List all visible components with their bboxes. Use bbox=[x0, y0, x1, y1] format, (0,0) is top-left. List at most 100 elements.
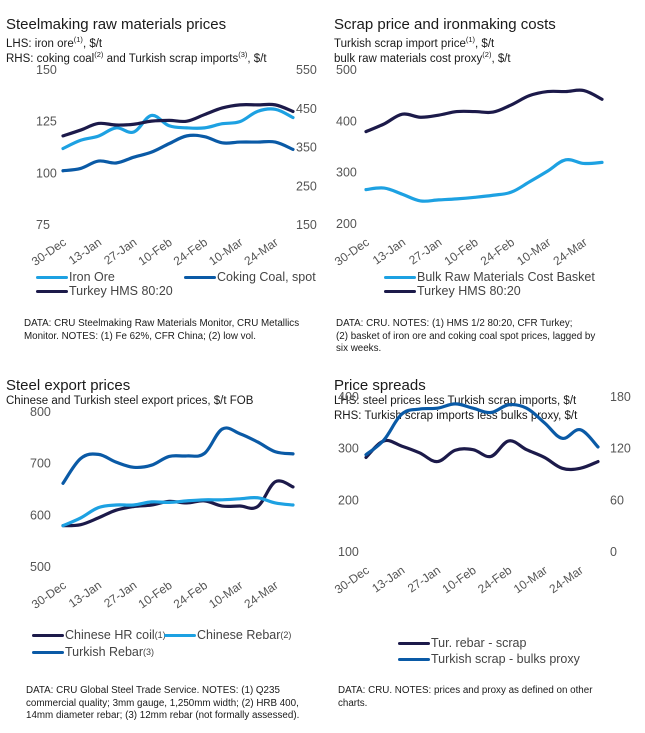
series-line-chinese-rebar bbox=[61, 495, 295, 528]
y-right-tick-label: 60 bbox=[610, 493, 624, 507]
chart-title: Steel export prices bbox=[6, 377, 131, 394]
legend-item-coking-coal: Coking Coal, spot bbox=[184, 270, 316, 284]
legend-swatch bbox=[32, 650, 64, 654]
x-tick-label: 13-Jan bbox=[369, 563, 407, 596]
footnote-marker: (1) bbox=[465, 35, 476, 44]
series-line-turkey-hms-80-20 bbox=[61, 102, 295, 138]
x-tick-label: 24-Mar bbox=[551, 235, 590, 268]
legend-label: Turkish scrap - bulks proxy bbox=[431, 652, 580, 666]
y-left-tick-label: 150 bbox=[36, 63, 57, 77]
y-left-tick-label: 300 bbox=[338, 442, 359, 456]
x-tick-label: 24-Feb bbox=[171, 235, 210, 268]
legend-item-iron-ore: Iron Ore bbox=[36, 270, 115, 284]
legend-label: Coking Coal, spot bbox=[217, 270, 316, 284]
x-tick-label: 27-Jan bbox=[405, 563, 443, 596]
legend-swatch bbox=[36, 289, 68, 293]
panel-scrap-ironmaking: Scrap price and ironmaking costs Turkish… bbox=[330, 0, 645, 366]
legend-item-turkish-rebar: Turkish Rebar (3) bbox=[32, 645, 154, 659]
chart-subtitle-2: bulk raw materials cost proxy(2), $/t bbox=[334, 50, 511, 65]
panel-price-spreads: Price spreads LHS: steel prices less Tur… bbox=[330, 367, 645, 733]
y-left-tick-label: 500 bbox=[336, 63, 357, 77]
legend-swatch bbox=[36, 275, 68, 279]
chart-title: Price spreads bbox=[334, 377, 426, 394]
x-tick-label: 10-Mar bbox=[206, 235, 245, 268]
source-note: DATA: CRU Global Steel Trade Service. NO… bbox=[26, 685, 300, 721]
x-tick-label: 24-Feb bbox=[171, 578, 210, 611]
legend-footnote: (2) bbox=[280, 630, 292, 640]
footnote-marker: (1) bbox=[73, 35, 83, 44]
chart-subtitle-2: RHS: coking coal(2) and Turkish scrap im… bbox=[6, 50, 267, 65]
legend-swatch bbox=[384, 289, 416, 293]
y-left-tick-label: 100 bbox=[338, 545, 359, 559]
y-left-tick-label: 200 bbox=[338, 493, 359, 507]
x-tick-label: 10-Mar bbox=[514, 235, 553, 268]
chart-subtitle-1: LHS: iron ore(1), $/t bbox=[6, 35, 103, 50]
legend-label: Turkish Rebar bbox=[65, 645, 144, 659]
x-tick-label: 27-Jan bbox=[101, 578, 139, 611]
x-tick-label: 10-Mar bbox=[206, 578, 245, 611]
chart-subtitle-2: RHS: Turkish scrap imports less bulks pr… bbox=[334, 410, 578, 422]
y-left-tick-label: 100 bbox=[36, 166, 57, 180]
x-tick-label: 13-Jan bbox=[66, 578, 104, 611]
legend-label: Turkey HMS 80:20 bbox=[69, 284, 173, 298]
source-note: DATA: CRU. NOTES: prices and proxy as de… bbox=[338, 685, 593, 709]
chart-title: Scrap price and ironmaking costs bbox=[334, 16, 556, 33]
y-right-tick-label: 150 bbox=[296, 218, 317, 232]
x-tick-label: 24-Feb bbox=[475, 563, 514, 596]
legend-item-turkey-hms: Turkey HMS 80:20 bbox=[36, 284, 173, 298]
source-note: DATA: CRU. NOTES: (1) HMS 1/2 80:20, CFR… bbox=[336, 318, 596, 354]
panel-steel-export: Steel export prices Chinese and Turkish … bbox=[0, 367, 322, 733]
legend-label: Iron Ore bbox=[69, 270, 115, 284]
chart-steel-export: 500 600 700 800 30-Dec13-Jan27-Jan10-Feb24-F… bbox=[29, 405, 295, 612]
y-right-tick-label: 450 bbox=[296, 102, 317, 116]
legend-swatch bbox=[32, 633, 64, 637]
legend-footnote: (3) bbox=[143, 647, 155, 657]
x-tick-label: 24-Mar bbox=[242, 578, 281, 611]
y-left-tick-label: 400 bbox=[338, 390, 359, 404]
x-tick-label: 30-Dec bbox=[332, 563, 372, 597]
series-line-bulk-raw-materials-cost-basket bbox=[364, 157, 604, 203]
legend-item-scrap-bulks: Turkish scrap - bulks proxy bbox=[398, 652, 580, 666]
y-left-tick-label: 125 bbox=[36, 115, 57, 129]
y-left-tick-label: 400 bbox=[336, 114, 357, 128]
x-tick-label: 27-Jan bbox=[101, 235, 139, 268]
legend-footnote: (1) bbox=[154, 630, 166, 640]
legend-item-bulk-basket: Bulk Raw Materials Cost Basket bbox=[384, 270, 595, 284]
legend-label: Turkey HMS 80:20 bbox=[417, 284, 521, 298]
legend-swatch bbox=[184, 275, 216, 279]
legend-swatch bbox=[398, 641, 430, 645]
x-tick-label: 13-Jan bbox=[370, 235, 408, 268]
chart-subtitle-1: Chinese and Turkish steel export prices,… bbox=[6, 395, 254, 407]
series-line-iron-ore bbox=[61, 107, 295, 151]
legend-swatch bbox=[164, 633, 196, 637]
x-tick-label: 13-Jan bbox=[66, 235, 104, 268]
y-right-tick-label: 550 bbox=[296, 63, 317, 77]
y-right-tick-label: 250 bbox=[296, 179, 317, 193]
panel-raw-materials: Steelmaking raw materials prices LHS: ir… bbox=[0, 0, 322, 366]
legend-swatch bbox=[398, 657, 430, 661]
series-line-turkey-hms-80-20 bbox=[364, 88, 604, 134]
chart-price-spreads: 10020030040006012018030-Dec13-Jan27-Jan1… bbox=[332, 390, 631, 597]
x-tick-label: 30-Dec bbox=[29, 578, 69, 612]
x-tick-label: 10-Feb bbox=[442, 235, 481, 268]
y-left-tick-label: 500 bbox=[30, 560, 51, 574]
x-tick-label: 30-Dec bbox=[332, 235, 372, 269]
series-line-turkish-scrap-bulks-proxy bbox=[364, 402, 600, 457]
x-tick-label: 10-Mar bbox=[511, 563, 550, 596]
y-left-tick-label: 800 bbox=[30, 405, 51, 419]
y-left-tick-label: 200 bbox=[336, 217, 357, 231]
legend-label: Chinese Rebar bbox=[197, 628, 281, 642]
y-left-tick-label: 75 bbox=[36, 218, 50, 232]
y-left-tick-label: 300 bbox=[336, 166, 357, 180]
y-right-tick-label: 120 bbox=[610, 442, 631, 456]
source-note: DATA: CRU Steelmaking Raw Materials Moni… bbox=[24, 318, 300, 342]
legend-swatch bbox=[384, 275, 416, 279]
footnote-marker: (3) bbox=[238, 50, 248, 59]
legend-label: Tur. rebar - scrap bbox=[431, 636, 527, 650]
chart-raw-materials: 75 100 125 150 150 250 350 450 550 30-Dec13-Jan27… bbox=[29, 63, 317, 269]
legend-item-rebar-scrap: Tur. rebar - scrap bbox=[398, 636, 526, 650]
x-tick-label: 24-Mar bbox=[242, 235, 281, 268]
chart-title: Steelmaking raw materials prices bbox=[6, 16, 227, 33]
footnote-marker: (2) bbox=[94, 50, 104, 59]
y-right-tick-label: 0 bbox=[610, 545, 617, 559]
